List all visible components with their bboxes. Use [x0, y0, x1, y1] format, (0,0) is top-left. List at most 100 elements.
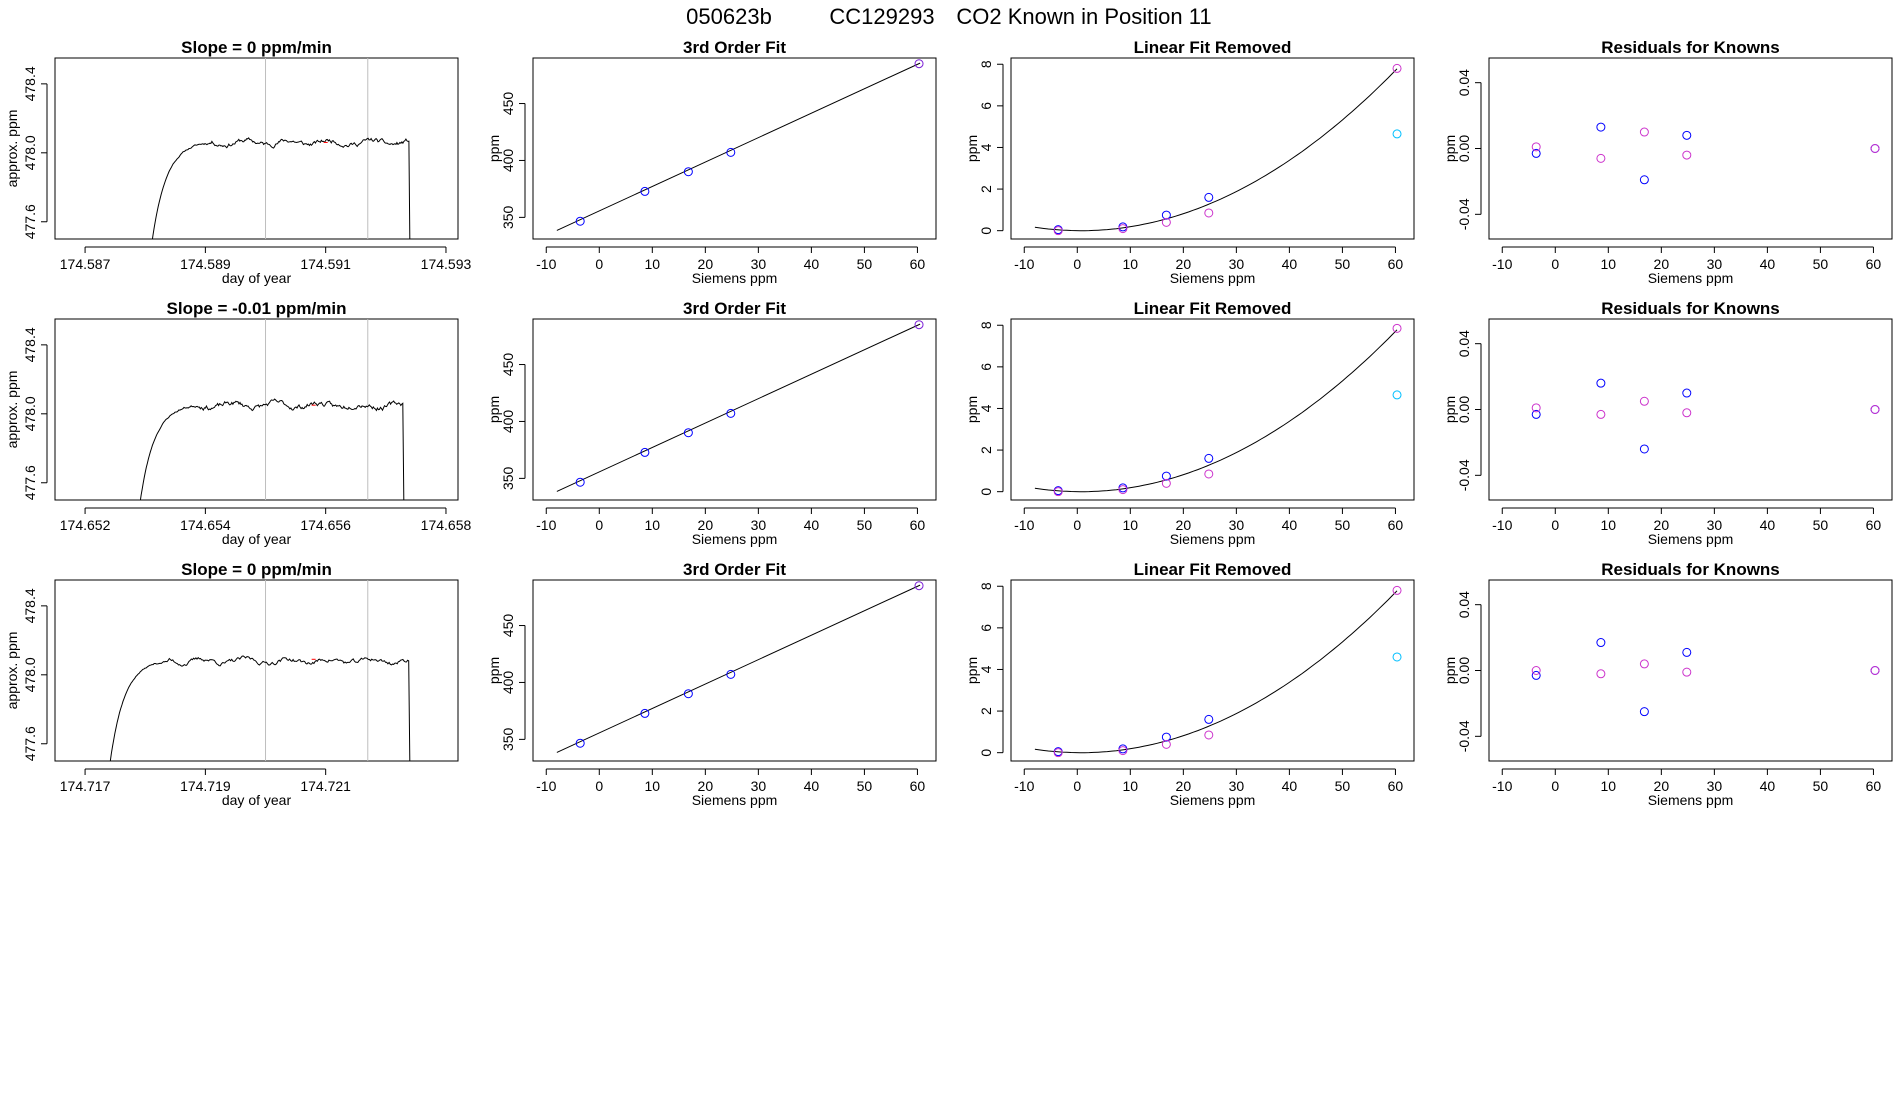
plot-data [1531, 122, 1880, 185]
x-tick-label: 10 [645, 256, 661, 272]
plot-frame [54, 579, 459, 762]
x-axis-label: Siemens ppm [692, 531, 778, 547]
data-point-3rd-order [1596, 122, 1606, 132]
chart-panel: 3rd Order Fit -10 0 10 20 30 40 50 60 Siemens ppm… [486, 299, 937, 547]
chart-title: Slope = -0.01 ppm/min [167, 299, 347, 318]
data-point-linear [1161, 217, 1171, 227]
data-point-3rd-order [1639, 175, 1649, 185]
x-tick-label: 60 [1866, 517, 1882, 533]
plot-frame [532, 57, 937, 240]
x-tick-label: 60 [910, 778, 926, 794]
y-axis-label: approx. ppm [4, 632, 20, 710]
y-tick-label: 0.04 [1456, 591, 1472, 618]
x-tick-label: 30 [1229, 256, 1245, 272]
x-axis-label: Siemens ppm [692, 792, 778, 808]
x-tick-label: 40 [804, 778, 820, 794]
y-tick-label: 450 [500, 353, 516, 377]
x-tick-label: 174.717 [60, 778, 111, 794]
x-tick-label: 60 [910, 256, 926, 272]
data-point-linear [1053, 748, 1063, 758]
x-tick-label: 60 [910, 517, 926, 533]
x-tick-label: 0 [595, 517, 603, 533]
data-point-linear [1118, 485, 1128, 495]
x-tick-label: -10 [1014, 517, 1034, 533]
y-tick-label: 0 [978, 488, 994, 496]
y-tick-label: 350 [500, 466, 516, 490]
data-point-linear [1204, 208, 1214, 218]
y-axis-label: ppm [964, 657, 980, 684]
y-tick-label: 478.0 [22, 657, 38, 692]
plot-data [1034, 585, 1402, 758]
fit-curve [1034, 329, 1398, 493]
x-tick-label: 30 [751, 517, 767, 533]
plot-data [1034, 323, 1402, 497]
data-point-3rd-order [1596, 378, 1606, 388]
x-tick-label: 0 [1073, 778, 1081, 794]
chart-title: 3rd Order Fit [683, 299, 786, 318]
plot-data [1531, 378, 1880, 454]
fit-curve [1034, 590, 1398, 754]
x-tick-label: -10 [536, 778, 556, 794]
y-tick-label: 478.0 [22, 135, 38, 170]
x-tick-label: 20 [1176, 517, 1192, 533]
x-tick-label: 30 [1229, 778, 1245, 794]
chart-panel: Slope = -0.01 ppm/min 174.652 174.654 174.6… [4, 299, 471, 547]
y-tick-label: -0.04 [1456, 720, 1472, 752]
x-tick-label: -10 [1492, 778, 1512, 794]
x-tick-label: 40 [804, 256, 820, 272]
x-tick-label: 0 [1073, 256, 1081, 272]
data-point-knowns [1161, 732, 1171, 742]
x-tick-label: -10 [536, 517, 556, 533]
data-point-linear [1870, 405, 1880, 414]
data-point-linear [1053, 487, 1063, 497]
plot-frame [1488, 57, 1893, 240]
y-tick-label: 477.6 [22, 465, 38, 500]
x-tick-label: 50 [1813, 778, 1829, 794]
plot-frame [54, 318, 459, 501]
x-axis-label: Siemens ppm [692, 270, 778, 286]
y-tick-label: 400 [500, 149, 516, 173]
plot-data [556, 581, 924, 753]
y-tick-label: 4 [978, 404, 994, 412]
page-title-cylinder: CC129293 [829, 4, 934, 29]
plot-frame [1488, 579, 1893, 762]
y-axis-label: ppm [486, 135, 502, 162]
plot-frame [1010, 579, 1415, 762]
data-point-knowns [1204, 192, 1214, 202]
data-point-linear [1682, 150, 1692, 160]
y-tick-label: 400 [500, 410, 516, 434]
y-tick-label: 0.04 [1456, 330, 1472, 357]
chart-panel: 3rd Order Fit -10 0 10 20 30 40 50 60 Siemens ppm… [486, 38, 937, 286]
x-axis-label: Siemens ppm [1170, 270, 1256, 286]
y-tick-label: 4 [978, 143, 994, 151]
data-point-knowns [1161, 210, 1171, 220]
data-point-linear [1392, 323, 1402, 333]
x-tick-label: 10 [1123, 778, 1139, 794]
x-tick-label: 0 [1551, 256, 1559, 272]
x-tick-label: 40 [804, 517, 820, 533]
data-point-knowns [575, 216, 585, 226]
y-axis-label: approx. ppm [4, 110, 20, 188]
x-tick-label: 50 [1335, 517, 1351, 533]
y-tick-label: 6 [978, 102, 994, 110]
x-tick-label: 174.721 [300, 778, 351, 794]
x-tick-label: 50 [1813, 517, 1829, 533]
plot-data [556, 320, 924, 492]
data-point-linear [1204, 469, 1214, 479]
y-tick-label: -0.04 [1456, 198, 1472, 230]
y-tick-label: 6 [978, 363, 994, 371]
x-tick-label: -10 [1492, 517, 1512, 533]
x-tick-label: 20 [1654, 778, 1670, 794]
y-tick-label: 8 [978, 321, 994, 329]
x-axis-label: Siemens ppm [1648, 531, 1734, 547]
data-point-3rd-order [1682, 647, 1692, 657]
data-point-linear [1053, 226, 1063, 236]
x-axis-label: Siemens ppm [1170, 531, 1256, 547]
y-tick-label: 0.00 [1456, 135, 1472, 162]
x-tick-label: 10 [645, 517, 661, 533]
plot-frame [54, 57, 459, 240]
x-tick-label: 0 [1551, 517, 1559, 533]
chart-panel: Residuals for Knowns -10 0 10 20 30 40 50 60 Siem… [1442, 299, 1893, 547]
chart-panel: Residuals for Knowns -10 0 10 20 30 40 50 60 Siem… [1442, 38, 1893, 286]
